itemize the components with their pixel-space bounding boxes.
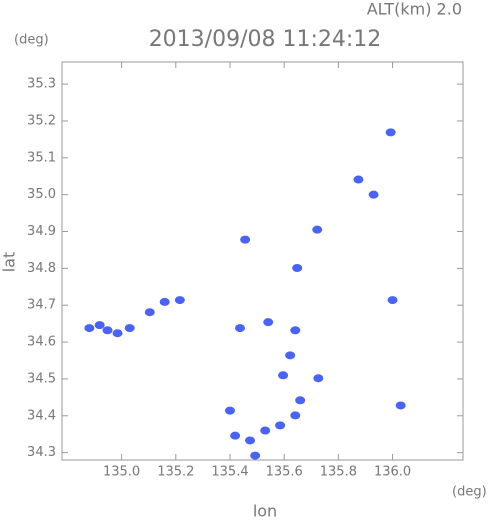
- echo-point: [144, 308, 155, 317]
- echo-point: [387, 296, 398, 305]
- x-tick-label: 135.2: [157, 465, 194, 480]
- echo-point: [312, 225, 323, 234]
- echo-point: [260, 426, 271, 435]
- echo-point: [290, 326, 301, 335]
- y-tick-label: 34.7: [27, 298, 56, 313]
- echo-point: [240, 235, 251, 244]
- echo-point: [230, 431, 241, 440]
- y-tick-label: 35.3: [27, 77, 56, 92]
- echo-point: [278, 371, 289, 380]
- y-tick-label: 34.3: [27, 445, 56, 460]
- plot-frame: [61, 61, 464, 461]
- x-tick-label: 136.0: [374, 465, 411, 480]
- echo-point: [94, 321, 105, 330]
- y-tick-label: 34.8: [27, 261, 56, 276]
- echo-point: [313, 374, 324, 383]
- y-tick-label: 34.9: [27, 224, 56, 239]
- echo-point: [295, 396, 306, 405]
- echo-point: [235, 324, 246, 333]
- echo-point: [174, 296, 185, 305]
- echo-point: [385, 128, 396, 137]
- y-tick-label: 35.1: [27, 150, 56, 165]
- chart-title: 2013/09/08 11:24:12: [149, 27, 382, 52]
- y-tick-label: 34.6: [27, 335, 56, 350]
- x-unit: (deg): [452, 485, 487, 500]
- y-axis-label: lat: [0, 252, 19, 273]
- x-tick-label: 135.6: [266, 465, 303, 480]
- echo-point: [245, 436, 256, 445]
- echo-point: [263, 318, 274, 327]
- echo-point: [112, 329, 123, 338]
- altitude-label: ALT(km) 2.0: [367, 0, 462, 19]
- echo-point: [395, 401, 406, 410]
- echo-point: [290, 411, 301, 420]
- echo-point: [292, 264, 303, 273]
- echo-point: [84, 324, 95, 333]
- y-tick-label: 34.4: [27, 408, 56, 423]
- y-unit: (deg): [14, 33, 49, 48]
- echo-point: [102, 326, 113, 335]
- echo-point: [224, 406, 235, 415]
- echo-point: [285, 351, 296, 360]
- x-axis-label: lon: [253, 502, 277, 521]
- echo-point: [275, 421, 286, 430]
- x-tick-label: 135.0: [103, 465, 140, 480]
- echo-point: [250, 451, 261, 460]
- y-tick-label: 35.0: [27, 187, 56, 202]
- y-tick-label: 35.2: [27, 113, 56, 128]
- echo-point: [353, 175, 364, 184]
- y-tick-label: 34.5: [27, 371, 56, 386]
- echo-point: [124, 324, 135, 333]
- echo-point: [368, 190, 379, 199]
- x-tick-label: 135.4: [211, 465, 248, 480]
- echo-point: [159, 297, 170, 306]
- x-tick-label: 135.8: [320, 465, 357, 480]
